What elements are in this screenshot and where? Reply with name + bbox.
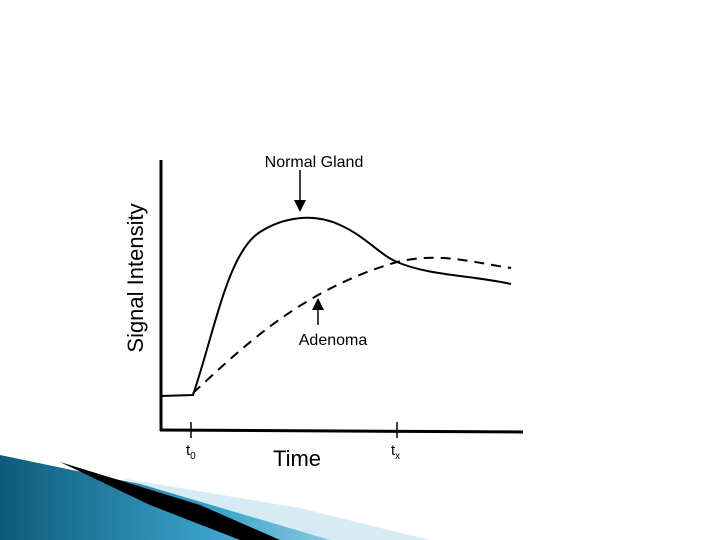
x-axis-label: Time <box>273 446 321 471</box>
tick-sub: x <box>395 451 400 462</box>
decor-blue <box>0 455 430 540</box>
curve-label: Adenoma <box>299 332 368 349</box>
decor-black <box>60 462 280 540</box>
decor-light <box>120 478 430 540</box>
y-axis-label: Signal Intensity <box>123 203 148 352</box>
tick-main: t <box>186 442 191 459</box>
normal-gland-curve <box>160 216 512 397</box>
curve-label: Normal Gland <box>265 154 364 171</box>
adenoma-curve <box>192 256 512 394</box>
tick-main: t <box>391 442 396 459</box>
tick-label: t0 <box>186 442 196 462</box>
tick-sub: 0 <box>190 451 196 462</box>
x-axis <box>159 428 524 434</box>
tick-label: tx <box>391 442 400 462</box>
